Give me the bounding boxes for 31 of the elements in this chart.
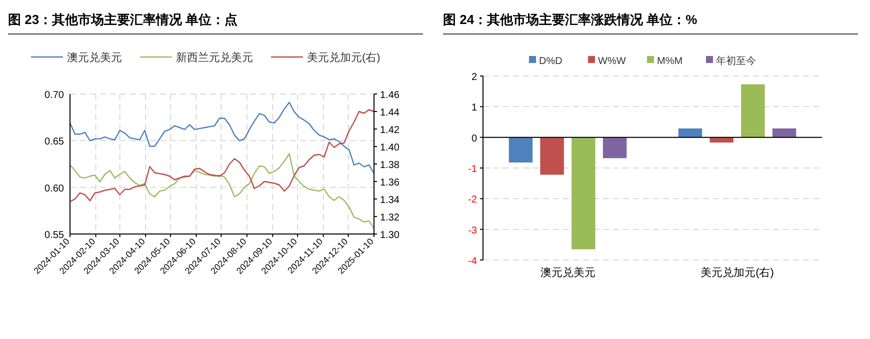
y2-tick-label: 1.44 — [380, 108, 400, 118]
legend-label: M%M — [657, 56, 683, 67]
y-tick-label: 2 — [471, 72, 478, 83]
y-tick-label: 0.60 — [44, 183, 64, 194]
y-tick-label: 0.55 — [44, 230, 64, 241]
y2-tick-label: 1.34 — [380, 195, 400, 206]
legend-label: 新西兰元兑美元 — [176, 51, 253, 64]
legend-label: 澳元兑美元 — [67, 51, 122, 64]
y2-tick-label: 1.36 — [380, 178, 400, 188]
y-tick-label: -1 — [468, 164, 478, 175]
legend-label: 年初至今 — [716, 55, 756, 67]
chart-title: 图 23：其他市场主要汇率情况 单位：点 — [8, 12, 238, 27]
y-tick-label: -4 — [468, 256, 478, 267]
y2-tick-label: 1.40 — [380, 142, 400, 154]
y2-tick-label: 1.38 — [380, 160, 400, 171]
y-tick-label: 0.65 — [44, 136, 64, 148]
legend-label: 美元兑加元(右) — [307, 51, 380, 64]
y2-tick-label: 1.32 — [380, 212, 400, 224]
x-tick-label: 美元兑加元(右) — [700, 266, 774, 279]
legend-label: D%D — [539, 56, 562, 67]
y2-tick-label: 1.30 — [380, 230, 400, 241]
y-tick-label: 0.70 — [44, 90, 64, 101]
y-tick-label: -2 — [468, 194, 478, 206]
y2-tick-label: 1.46 — [380, 90, 400, 101]
y-tick-label: 0 — [471, 133, 478, 144]
chart-title: 图 24：其他市场主要汇率涨跌情况 单位：% — [443, 12, 698, 27]
x-tick-label: 澳元兑美元 — [540, 266, 596, 279]
y2-tick-label: 1.42 — [380, 125, 400, 136]
y-tick-label: 1 — [471, 102, 478, 114]
legend-label: W%W — [598, 56, 626, 67]
y-tick-label: -3 — [468, 225, 478, 236]
